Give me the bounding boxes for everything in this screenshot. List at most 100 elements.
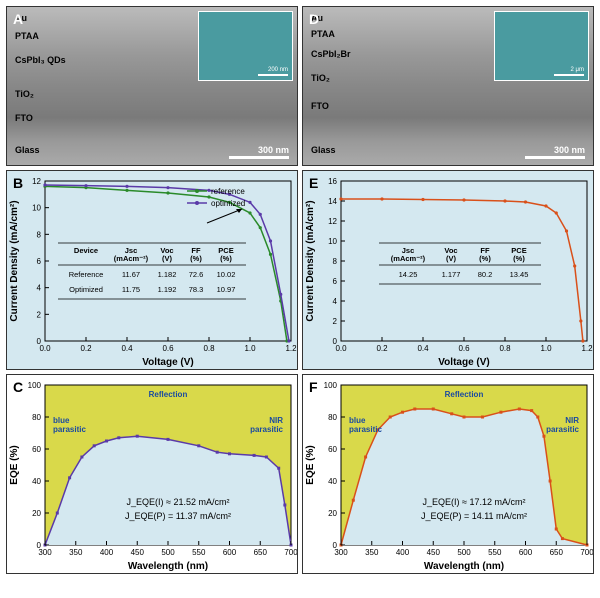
svg-text:(%): (%) bbox=[220, 254, 232, 263]
svg-text:Optimized: Optimized bbox=[69, 285, 103, 294]
svg-text:1.0: 1.0 bbox=[244, 344, 256, 353]
svg-text:0.0: 0.0 bbox=[335, 344, 347, 353]
svg-text:0.0: 0.0 bbox=[39, 344, 51, 353]
svg-text:0.8: 0.8 bbox=[499, 344, 511, 353]
svg-text:0.2: 0.2 bbox=[376, 344, 388, 353]
panel-b-label: B bbox=[13, 175, 23, 191]
scale-bar-d bbox=[525, 156, 585, 159]
svg-text:60: 60 bbox=[32, 445, 41, 454]
svg-text:parasitic: parasitic bbox=[349, 425, 382, 434]
svg-text:Reflection: Reflection bbox=[445, 390, 484, 399]
svg-text:14: 14 bbox=[328, 197, 337, 206]
panel-d-label: D bbox=[309, 11, 319, 27]
svg-text:72.6: 72.6 bbox=[189, 270, 204, 279]
svg-text:parasitic: parasitic bbox=[546, 425, 579, 434]
chart-e: 0.00.20.40.60.81.01.20246810121416Voltag… bbox=[303, 171, 593, 369]
svg-text:0.4: 0.4 bbox=[417, 344, 429, 353]
svg-text:20: 20 bbox=[328, 509, 337, 518]
panel-d: D AuPTAACsPbI₂BrTiO₂FTOGlass 2 μm 300 nm bbox=[302, 6, 594, 166]
svg-text:78.3: 78.3 bbox=[189, 285, 204, 294]
svg-text:blue: blue bbox=[349, 416, 366, 425]
svg-text:1.182: 1.182 bbox=[158, 270, 177, 279]
svg-text:1.2: 1.2 bbox=[581, 344, 593, 353]
figure-grid: A AuPTAACsPbI₃ QDsTiO₂FTOGlass 200 nm 30… bbox=[0, 0, 600, 580]
inset-scale-a: 200 nm bbox=[268, 67, 288, 73]
svg-text:Current Density (mA/cm²): Current Density (mA/cm²) bbox=[305, 200, 316, 321]
sem-inset-d: 2 μm bbox=[494, 11, 589, 81]
svg-text:EQE (%): EQE (%) bbox=[9, 445, 20, 484]
svg-text:Voltage (V): Voltage (V) bbox=[438, 357, 489, 368]
panel-c: C 30035040045050055060065070002040608010… bbox=[6, 374, 298, 574]
panel-c-label: C bbox=[13, 379, 23, 395]
svg-text:optimized: optimized bbox=[211, 199, 245, 208]
svg-text:450: 450 bbox=[427, 548, 441, 557]
svg-text:650: 650 bbox=[550, 548, 564, 557]
svg-text:500: 500 bbox=[161, 548, 175, 557]
svg-text:10: 10 bbox=[32, 204, 41, 213]
svg-text:blue: blue bbox=[53, 416, 70, 425]
svg-text:8: 8 bbox=[333, 257, 338, 266]
svg-text:1.0: 1.0 bbox=[540, 344, 552, 353]
svg-text:1.2: 1.2 bbox=[285, 344, 297, 353]
svg-text:350: 350 bbox=[69, 548, 83, 557]
svg-text:parasitic: parasitic bbox=[53, 425, 86, 434]
panel-a-label: A bbox=[13, 11, 23, 27]
inset-scale-d: 2 μm bbox=[571, 67, 584, 73]
svg-text:2: 2 bbox=[333, 317, 338, 326]
panel-a: A AuPTAACsPbI₃ QDsTiO₂FTOGlass 200 nm 30… bbox=[6, 6, 298, 166]
svg-text:parasitic: parasitic bbox=[250, 425, 283, 434]
panel-f: F 30035040045050055060065070002040608010… bbox=[302, 374, 594, 574]
svg-text:12: 12 bbox=[328, 217, 337, 226]
svg-text:(V): (V) bbox=[446, 254, 457, 263]
svg-text:(V): (V) bbox=[162, 254, 173, 263]
scale-label-d: 300 nm bbox=[554, 145, 585, 155]
svg-text:NIR: NIR bbox=[269, 416, 283, 425]
svg-text:Wavelength (nm): Wavelength (nm) bbox=[128, 561, 208, 572]
svg-text:600: 600 bbox=[519, 548, 533, 557]
svg-text:80: 80 bbox=[328, 413, 337, 422]
svg-text:14.25: 14.25 bbox=[399, 270, 418, 279]
svg-text:0.2: 0.2 bbox=[80, 344, 92, 353]
svg-text:0.6: 0.6 bbox=[162, 344, 174, 353]
svg-text:350: 350 bbox=[365, 548, 379, 557]
svg-text:20: 20 bbox=[32, 509, 41, 518]
svg-text:100: 100 bbox=[28, 381, 42, 390]
svg-text:4: 4 bbox=[37, 284, 42, 293]
svg-text:(mAcm⁻²): (mAcm⁻²) bbox=[114, 254, 149, 263]
svg-text:400: 400 bbox=[100, 548, 114, 557]
chart-c: 300350400450500550600650700020406080100W… bbox=[7, 375, 297, 573]
svg-text:8: 8 bbox=[37, 230, 42, 239]
panel-b: B 0.00.20.40.60.81.01.2024681012Voltage … bbox=[6, 170, 298, 370]
svg-text:12: 12 bbox=[32, 177, 41, 186]
svg-text:0.4: 0.4 bbox=[121, 344, 133, 353]
panel-e: E 0.00.20.40.60.81.01.20246810121416Volt… bbox=[302, 170, 594, 370]
inset-bar-a bbox=[258, 74, 288, 76]
svg-text:40: 40 bbox=[328, 477, 337, 486]
svg-text:6: 6 bbox=[333, 277, 338, 286]
svg-text:Voltage (V): Voltage (V) bbox=[142, 357, 193, 368]
svg-text:550: 550 bbox=[192, 548, 206, 557]
svg-text:0.8: 0.8 bbox=[203, 344, 215, 353]
svg-text:EQE (%): EQE (%) bbox=[305, 445, 316, 484]
chart-f: 300350400450500550600650700020406080100W… bbox=[303, 375, 593, 573]
scale-label-a: 300 nm bbox=[258, 145, 289, 155]
scale-bar-a bbox=[229, 156, 289, 159]
svg-text:J_EQE(I) ≈ 17.12 mA/cm²: J_EQE(I) ≈ 17.12 mA/cm² bbox=[423, 497, 526, 507]
svg-text:700: 700 bbox=[580, 548, 593, 557]
svg-text:16: 16 bbox=[328, 177, 337, 186]
svg-text:2: 2 bbox=[37, 310, 42, 319]
svg-text:NIR: NIR bbox=[565, 416, 579, 425]
svg-text:60: 60 bbox=[328, 445, 337, 454]
svg-text:13.45: 13.45 bbox=[510, 270, 529, 279]
svg-text:6: 6 bbox=[37, 257, 42, 266]
svg-text:J_EQE(P) = 14.11 mA/cm²: J_EQE(P) = 14.11 mA/cm² bbox=[421, 511, 527, 521]
svg-text:(%): (%) bbox=[513, 254, 525, 263]
panel-e-label: E bbox=[309, 175, 318, 191]
svg-text:0: 0 bbox=[37, 541, 42, 550]
svg-text:1.192: 1.192 bbox=[158, 285, 177, 294]
svg-text:reference: reference bbox=[211, 187, 245, 196]
svg-text:10.02: 10.02 bbox=[217, 270, 236, 279]
svg-text:Device: Device bbox=[74, 246, 98, 255]
svg-text:11.67: 11.67 bbox=[122, 270, 140, 279]
panel-f-label: F bbox=[309, 379, 318, 395]
